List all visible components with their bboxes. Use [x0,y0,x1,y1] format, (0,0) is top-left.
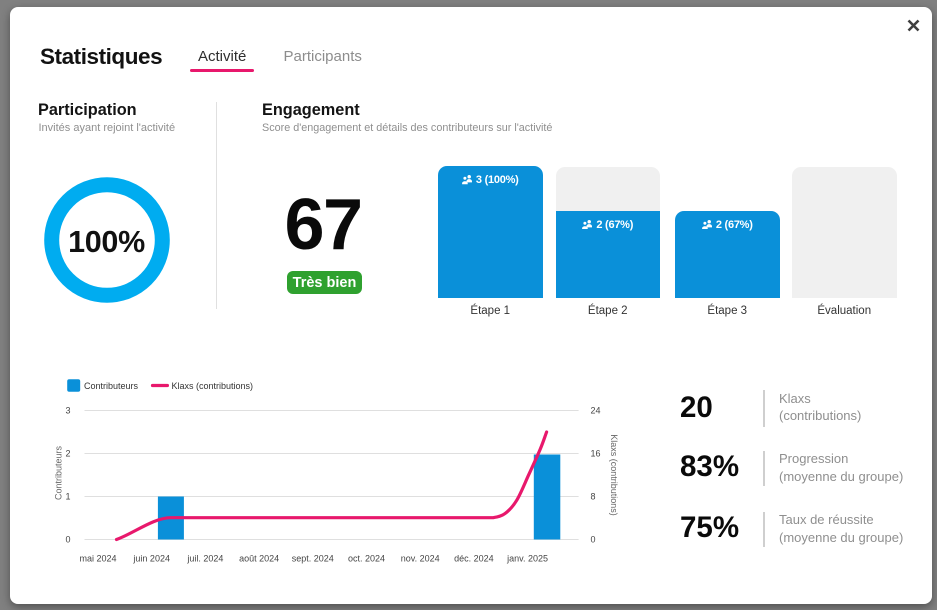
svg-text:oct. 2024: oct. 2024 [348,554,385,564]
svg-text:Contributeurs: Contributeurs [84,381,139,391]
svg-text:Contributeurs: Contributeurs [54,445,64,500]
svg-text:Klaxs (contributions): Klaxs (contributions) [609,434,619,516]
svg-text:1: 1 [65,492,70,502]
svg-text:0: 0 [65,535,70,545]
svg-text:août 2024: août 2024 [239,554,279,564]
svg-text:déc. 2024: déc. 2024 [454,554,494,564]
svg-text:janv. 2025: janv. 2025 [506,554,548,564]
svg-text:sept. 2024: sept. 2024 [292,554,334,564]
svg-text:nov. 2024: nov. 2024 [401,554,440,564]
svg-text:2: 2 [65,449,70,459]
svg-text:16: 16 [591,449,601,459]
svg-text:Klaxs (contributions): Klaxs (contributions) [172,381,254,391]
svg-text:juil. 2024: juil. 2024 [186,554,223,564]
svg-text:8: 8 [591,492,596,502]
svg-text:0: 0 [591,535,596,545]
svg-text:24: 24 [591,406,601,416]
svg-text:juin 2024: juin 2024 [132,554,170,564]
svg-text:mai 2024: mai 2024 [79,554,116,564]
svg-text:3: 3 [65,406,70,416]
